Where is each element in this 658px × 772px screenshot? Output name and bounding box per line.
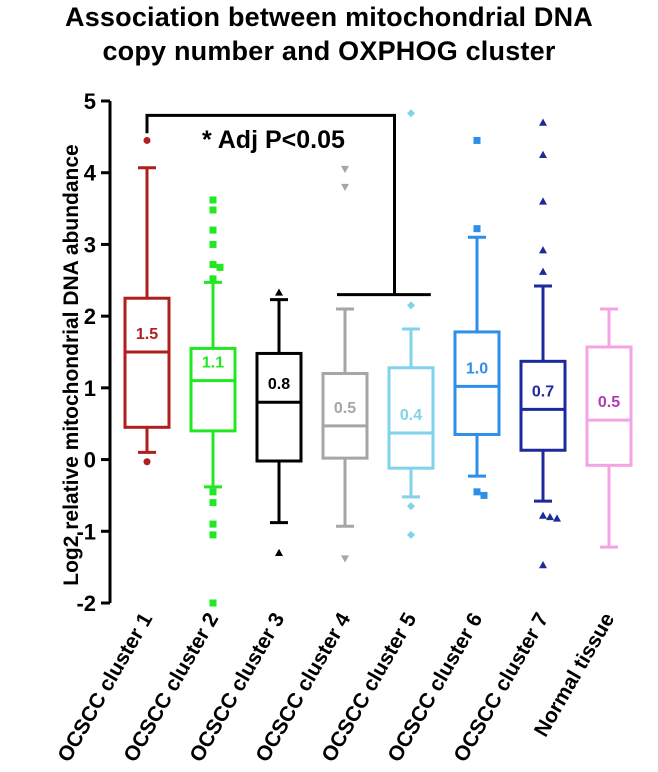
outlier-point bbox=[143, 458, 151, 466]
outlier-point bbox=[209, 196, 217, 204]
y-tick-label: 1 bbox=[84, 376, 96, 401]
outlier-point bbox=[143, 136, 151, 144]
outlier-point bbox=[209, 261, 217, 269]
outlier-point bbox=[407, 530, 415, 539]
bracket-line bbox=[145, 113, 396, 295]
outlier-point bbox=[209, 275, 217, 283]
outlier-point bbox=[539, 246, 547, 254]
median-value-label: 1.5 bbox=[136, 326, 158, 343]
plot-area: 1.5 1.1 0.8 0.5 0.4 1.0 0.7 0.5 bbox=[123, 109, 633, 607]
outlier-point bbox=[275, 548, 283, 556]
y-tick-label: -2 bbox=[76, 591, 96, 616]
outlier-point bbox=[407, 502, 415, 511]
median-value-label: 1.0 bbox=[466, 360, 488, 377]
outlier-point bbox=[473, 136, 481, 144]
median-value-label: 0.5 bbox=[334, 400, 356, 417]
outlier-point bbox=[480, 491, 488, 499]
outlier-point bbox=[473, 488, 481, 496]
chart-title-line-1: Association between mitochondrial DNA bbox=[65, 2, 593, 32]
outlier-point bbox=[209, 599, 217, 607]
outlier-point bbox=[539, 511, 547, 519]
y-tick-label: 3 bbox=[84, 232, 96, 257]
outlier-point bbox=[539, 267, 547, 275]
median-value-label: 0.8 bbox=[268, 376, 290, 393]
iqr-box bbox=[519, 359, 567, 452]
y-axis: -2 -1 0 1 2 3 4 5 bbox=[76, 89, 112, 616]
iqr-box bbox=[255, 351, 303, 463]
chart-title-line-2: copy number and OXPHOG cluster bbox=[102, 36, 556, 66]
significance-annotation: * Adj P<0.05 bbox=[145, 113, 431, 297]
outlier-point bbox=[341, 165, 349, 174]
outlier-point bbox=[275, 288, 283, 296]
outlier-point bbox=[407, 301, 415, 310]
outlier-point bbox=[209, 206, 217, 214]
median-value-label: 1.1 bbox=[202, 355, 224, 372]
outlier-point bbox=[216, 263, 224, 271]
y-tick-label: 0 bbox=[84, 448, 96, 473]
outlier-point bbox=[341, 555, 349, 563]
box-group: 0.7 bbox=[519, 118, 567, 569]
median-value-label: 0.5 bbox=[598, 394, 620, 411]
outlier-point bbox=[539, 560, 547, 569]
iqr-box bbox=[321, 372, 369, 460]
outlier-point bbox=[209, 488, 217, 496]
outlier-point bbox=[539, 118, 547, 126]
iqr-box bbox=[387, 366, 435, 470]
outlier-point bbox=[539, 197, 547, 205]
box-group: 0.5 bbox=[585, 307, 633, 549]
median-value-label: 0.7 bbox=[532, 383, 554, 400]
box-group: 1.1 bbox=[189, 196, 237, 607]
outlier-point bbox=[209, 531, 217, 539]
y-tick-label: 5 bbox=[84, 89, 96, 114]
box-group: 0.5 bbox=[321, 165, 369, 563]
outlier-point bbox=[473, 225, 481, 233]
outlier-point bbox=[539, 150, 547, 158]
iqr-box bbox=[123, 296, 171, 429]
outlier-point bbox=[209, 520, 217, 528]
outlier-point bbox=[546, 512, 554, 521]
box-group: 0.4 bbox=[387, 109, 435, 539]
median-value-label: 0.4 bbox=[400, 407, 422, 424]
iqr-box bbox=[453, 330, 501, 436]
y-axis-label: Log2 relative mitochondrial DNA abundanc… bbox=[60, 144, 83, 585]
outlier-point bbox=[209, 226, 217, 234]
box-group: 1.5 bbox=[123, 136, 171, 466]
iqr-box bbox=[585, 345, 633, 467]
y-tick-label: 4 bbox=[84, 161, 97, 186]
iqr-box bbox=[189, 346, 237, 433]
box-group: 1.0 bbox=[453, 136, 501, 499]
y-tick-label: 2 bbox=[84, 304, 96, 329]
outlier-point bbox=[209, 240, 217, 248]
significance-label: * Adj P<0.05 bbox=[202, 126, 345, 154]
outlier-point bbox=[341, 183, 349, 192]
box-group: 0.8 bbox=[255, 288, 303, 556]
outlier-point bbox=[209, 499, 217, 507]
outlier-point bbox=[553, 514, 561, 522]
y-tick-label: -1 bbox=[76, 519, 96, 544]
outlier-point bbox=[407, 109, 415, 118]
